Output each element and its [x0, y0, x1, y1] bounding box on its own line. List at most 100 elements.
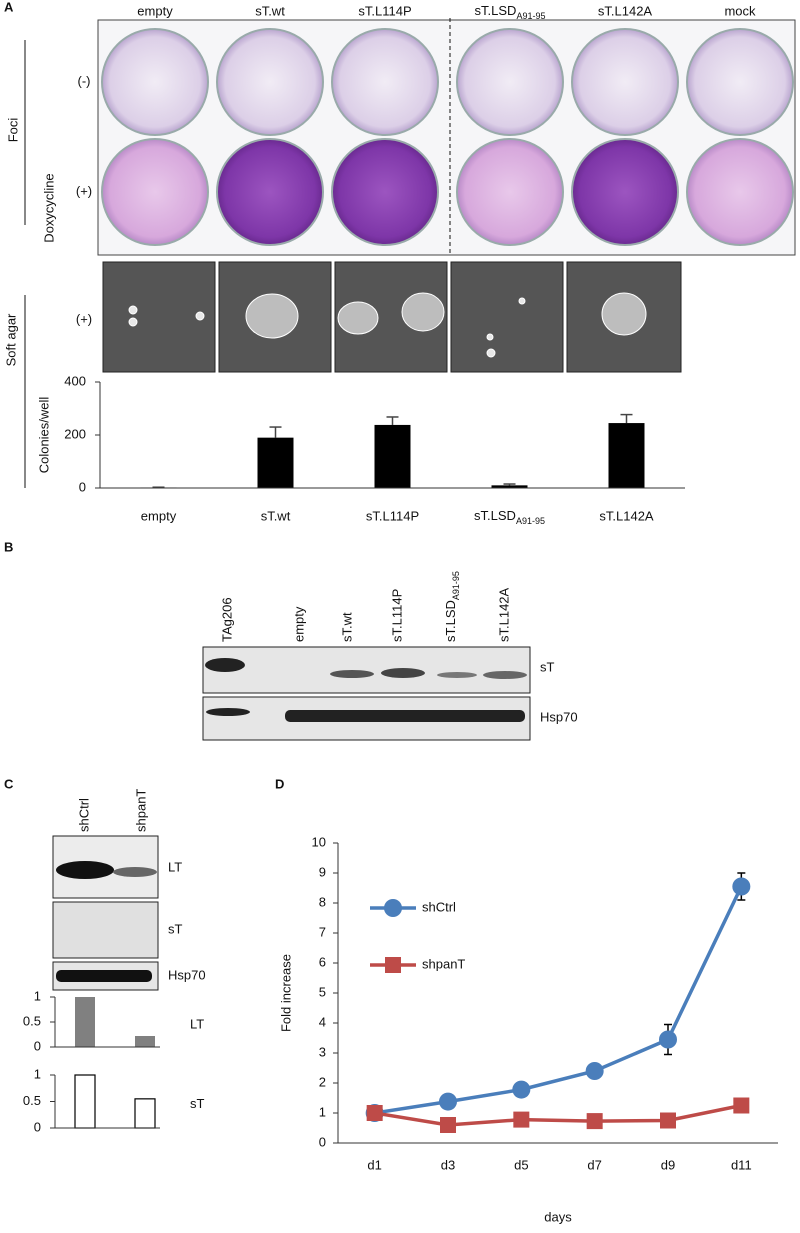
x-tick-label: sT.L114P: [366, 508, 419, 523]
marker: [440, 1117, 456, 1133]
x-axis-label: days: [544, 1209, 572, 1224]
y-tick-label: 0: [319, 1134, 326, 1149]
foci-label: Foci: [5, 118, 20, 143]
plate-frame: [97, 19, 796, 256]
column-label: mock: [724, 3, 756, 18]
lane-label: sT.L142A: [496, 587, 511, 642]
panel-label: B: [4, 539, 13, 554]
blot-label: sT: [168, 921, 183, 936]
y-tick-label: 400: [64, 373, 86, 388]
lane-label: shpanT: [133, 789, 148, 832]
y-tick-label: 10: [312, 834, 326, 849]
x-tick-label: d5: [514, 1157, 528, 1172]
bar: [75, 997, 95, 1047]
plate-well: [571, 138, 679, 246]
bar: [135, 1036, 155, 1047]
y-tick-label: 4: [319, 1014, 326, 1029]
colony: [486, 333, 494, 341]
colony: [128, 305, 138, 315]
column-label: sT.L142A: [598, 3, 653, 18]
marker: [659, 1030, 677, 1049]
y-tick-label: 1: [34, 1066, 41, 1081]
bands: [56, 861, 157, 982]
band: [205, 658, 245, 672]
y-tick-label: 3: [319, 1044, 326, 1059]
column-label: sT.LSDA91-95: [475, 3, 546, 21]
x-tick-label: sT.wt: [261, 508, 291, 523]
lane-label: shCtrl: [76, 798, 91, 832]
chart-title: LT: [190, 1016, 204, 1031]
legend-label: shpanT: [422, 956, 465, 971]
column-label-sub: A91-95: [516, 11, 545, 21]
plate-well: [101, 28, 209, 136]
band: [483, 671, 527, 679]
plate-well: [331, 138, 439, 246]
plate-well: [686, 138, 794, 246]
y-tick-label: 0: [79, 479, 86, 494]
y-tick-label: 1: [34, 988, 41, 1003]
agar-image: [218, 261, 332, 373]
y-tick-label: 8: [319, 894, 326, 909]
lane-label-sub: A91-95: [451, 571, 461, 600]
x-tick-label-sub: A91-95: [516, 516, 545, 526]
colony: [245, 293, 299, 339]
bar: [374, 424, 411, 488]
x-tick-label: d9: [661, 1157, 675, 1172]
lane-label-main: sT.LSD: [443, 600, 458, 642]
agar-image: [450, 261, 564, 373]
band: [56, 861, 114, 879]
band: [56, 970, 152, 982]
y-tick-label: 0.5: [23, 1093, 41, 1108]
marker: [513, 1111, 530, 1128]
series-line: [374, 1103, 742, 1127]
y-tick-label: 1: [319, 1104, 326, 1119]
treatment-label: Doxycycline: [41, 173, 56, 242]
x-tick-label-main: sT.LSD: [474, 508, 516, 523]
marker: [586, 1113, 603, 1130]
x-tick-label: d7: [587, 1157, 601, 1172]
lane-label: sT.LSDA91-95: [443, 571, 461, 642]
panel-label: A: [4, 0, 14, 14]
bar: [134, 1098, 156, 1129]
y-tick-label: 6: [319, 954, 326, 969]
band: [330, 670, 374, 678]
lane-label: sT.wt: [339, 612, 354, 642]
y-tick-label: 9: [319, 864, 326, 879]
x-tick-label: d1: [367, 1157, 381, 1172]
marker: [366, 1105, 383, 1121]
y-tick-label: 5: [319, 984, 326, 999]
blot-label: Hsp70: [540, 709, 578, 724]
y-axis-label: Fold increase: [278, 954, 293, 1032]
row-label: (-): [78, 73, 91, 88]
lane-label: empty: [291, 606, 306, 642]
x-tick-label: sT.LSDA91-95: [474, 508, 545, 526]
bar: [491, 485, 528, 488]
plate-well: [456, 28, 564, 136]
y-tick-label: 7: [319, 924, 326, 939]
legend-label: shCtrl: [422, 899, 456, 914]
blot-label: LT: [168, 859, 182, 874]
plate-well: [456, 138, 564, 246]
plate-well: [571, 28, 679, 136]
column-label: sT.wt: [255, 3, 285, 18]
marker: [733, 1097, 750, 1114]
band: [206, 708, 250, 716]
x-tick-label: d3: [441, 1157, 455, 1172]
blot-label: sT: [540, 659, 555, 674]
bar: [257, 437, 294, 488]
band: [113, 867, 157, 877]
marker: [585, 1062, 604, 1080]
series-line: [374, 885, 743, 1115]
panel-label: C: [4, 776, 14, 791]
y-tick-label: 200: [64, 426, 86, 441]
marker: [732, 877, 751, 896]
colony: [486, 348, 496, 358]
marker: [660, 1112, 676, 1129]
plate-well: [331, 28, 439, 136]
y-tick-label: 0: [34, 1119, 41, 1134]
lane-label: TAg206: [219, 597, 234, 642]
legend-marker: [384, 899, 402, 917]
blot-label: Hsp70: [168, 967, 206, 982]
bands: [205, 658, 527, 722]
